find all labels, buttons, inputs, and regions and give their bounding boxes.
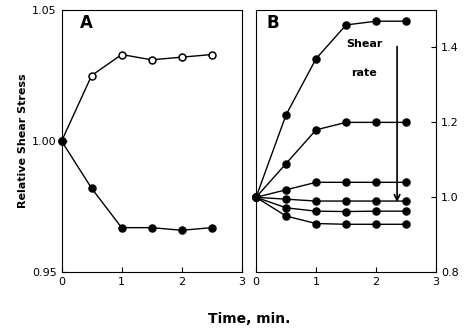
Text: Time, min.: Time, min. bbox=[208, 312, 290, 326]
Y-axis label: Relative Shear Stress: Relative Shear Stress bbox=[18, 74, 28, 208]
Text: B: B bbox=[267, 14, 280, 32]
Text: A: A bbox=[80, 14, 92, 32]
Text: rate: rate bbox=[351, 68, 377, 78]
Text: Shear: Shear bbox=[346, 39, 382, 49]
